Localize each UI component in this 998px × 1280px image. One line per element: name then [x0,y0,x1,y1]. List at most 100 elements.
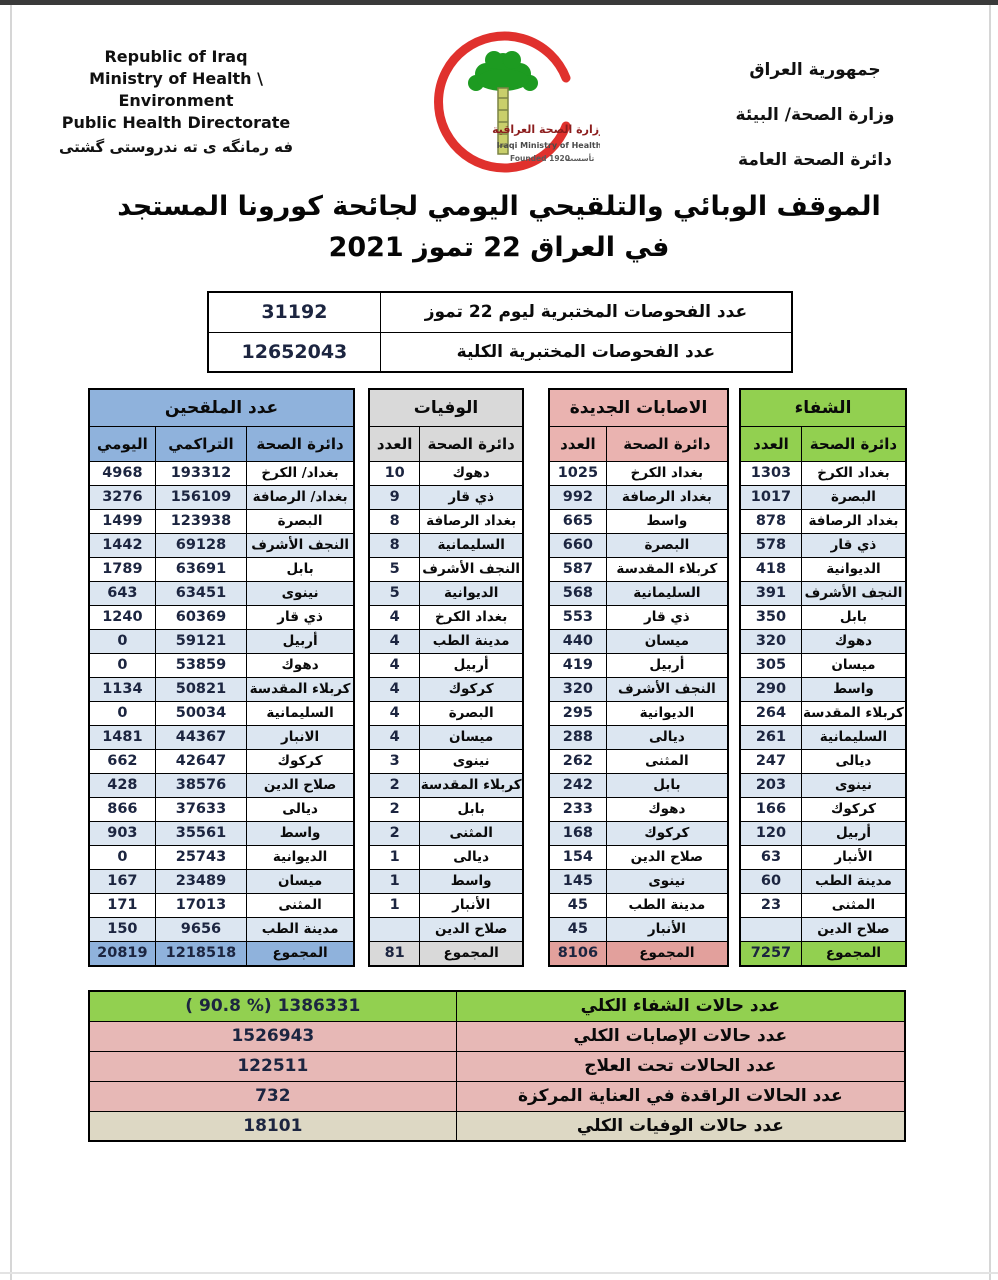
value-cell: 145 [548,868,607,894]
table-row: 350 بابل [739,604,907,630]
value-cell: 665 [548,508,607,534]
region-name: أربيل [605,652,729,678]
value-cell: 3276 [88,484,156,510]
table-row: 578 ذي قار [739,532,907,558]
table-row: 145 نينوى [548,868,729,894]
region-name: دهوك [419,460,524,486]
report-title-line-2: في العراق 22 تموز 2021 [328,232,670,263]
value-cell: 992 [548,484,607,510]
region-name: النجف الأشرف [800,580,907,606]
region-name: بابل [419,796,524,822]
value-cell: 4 [368,604,421,630]
total-tests-value: 12652043 [207,331,381,373]
table-row: 391 النجف الأشرف [739,580,907,606]
region-name: بغداد الرصافة [800,508,907,534]
summary-row: 732 عدد الحالات الراقدة في العناية المركز… [88,1080,906,1112]
value-cell: 428 [88,772,156,798]
summary-table: ( 90.8 %) 1386331 عدد حالات الشفاء الكلي 1… [88,990,906,1142]
region-name: النجف الأشرف [419,556,524,582]
value-cell: 660 [548,532,607,558]
value-cell: 1442 [88,532,156,558]
photo-right-edge [989,5,991,1280]
table-row: 262 المثنى [548,748,729,774]
table-row: 166 كركوك [739,796,907,822]
table-row: 662 42647 كركوك [88,748,355,774]
value-cell: 2 [368,796,421,822]
table-row: 233 دهوك [548,796,729,822]
table-row: 1789 63691 بابل [88,556,355,582]
stat-table-vaccinated: عدد الملقحين اليومي التراكمي دائرة الصحة 496… [88,388,355,967]
table-row: 4 ميسان [368,724,524,750]
region-name: مدينة الطب [419,628,524,654]
value-cell: 53859 [154,652,248,678]
value-cell: 290 [739,676,802,702]
total-tests-label: عدد الفحوصات المختبرية الكلية [379,331,793,373]
table-row: 587 كربلاء المقدسة [548,556,729,582]
table-title-row: الوفيات [368,388,524,427]
value-cell: 156109 [154,484,248,510]
photo-bottom-edge [0,1272,998,1274]
value-cell: 60 [739,868,802,894]
value-cell: 878 [739,508,802,534]
value-cell: 662 [88,748,156,774]
table-row: 168 كركوك [548,820,729,846]
ministry-logo-graphic: وزارة الصحة العراقية Iraqi Ministry of H… [434,31,606,173]
region-name: دهوك [800,628,907,654]
total-label: المجموع [800,940,907,967]
report-title: الموقف الوبائي والتلقيحي اليومي لجائحة ك… [0,186,998,268]
region-name: المثنى [419,820,524,846]
summary-value: ( 90.8 %) 1386331 [88,990,457,1022]
value-cell: 2 [368,820,421,846]
region-name: البصرة [605,532,729,558]
table-row: 878 بغداد الرصافة [739,508,907,534]
region-name: الديوانية [800,556,907,582]
value-cell: 418 [739,556,802,582]
value-cell: 264 [739,700,802,726]
table-row: 63 الأنبار [739,844,907,870]
region-name: مدينة الطب [605,892,729,918]
region-name: صلاح الدين [800,916,907,942]
value-cell: 25743 [154,844,248,870]
table-row: 264 كربلاء المقدسة [739,700,907,726]
region-name: بغداد الرصافة [419,508,524,534]
value-cell: 866 [88,796,156,822]
region-name: صلاح الدين [419,916,524,942]
table-row: 171 17013 المثنى [88,892,355,918]
column-header-row: اليومي التراكمي دائرة الصحة [88,425,355,462]
photo-left-edge [10,5,12,1280]
region-name: واسط [800,676,907,702]
total-label: المجموع [419,940,524,967]
table-row: 1 واسط [368,868,524,894]
region-name: ميسان [246,868,355,894]
region-name: واسط [246,820,355,846]
table-row: 60 مدينة الطب [739,868,907,894]
daily-tests-value: 31192 [207,291,381,333]
total-row: 8106 المجموع [548,940,729,967]
table-row: 866 37633 ديالى [88,796,355,822]
table-row: 320 النجف الأشرف [548,676,729,702]
region-name: مدينة الطب [800,868,907,894]
column-header-row: العدد دائرة الصحة [368,425,524,462]
region-name: الديوانية [419,580,524,606]
total-value: 7257 [739,940,802,967]
table-row: 553 ذي قار [548,604,729,630]
value-cell: 643 [88,580,156,606]
table-row: 1303 بغداد الكرخ [739,460,907,486]
table-row: 8 بغداد الرصافة [368,508,524,534]
table-row: 0 53859 دهوك [88,652,355,678]
column-header-1: دائرة الصحة [800,425,907,462]
region-name: البصرة [800,484,907,510]
table-row: 1240 60369 ذي قار [88,604,355,630]
header-kurdish-line: فه رمانگه ی ته ندروستی گشتی [58,138,294,156]
report-title-line-1: الموقف الوبائي والتلقيحي اليومي لجائحة ك… [117,191,881,222]
value-cell: 1134 [88,676,156,702]
summary-value: 122511 [88,1050,457,1082]
value-cell: 391 [739,580,802,606]
table-row: 5 النجف الأشرف [368,556,524,582]
table-row: 261 السليمانية [739,724,907,750]
table-row: 665 واسط [548,508,729,534]
value-cell: 69128 [154,532,248,558]
value-cell: 4968 [88,460,156,486]
table-row: 2 المثنى [368,820,524,846]
